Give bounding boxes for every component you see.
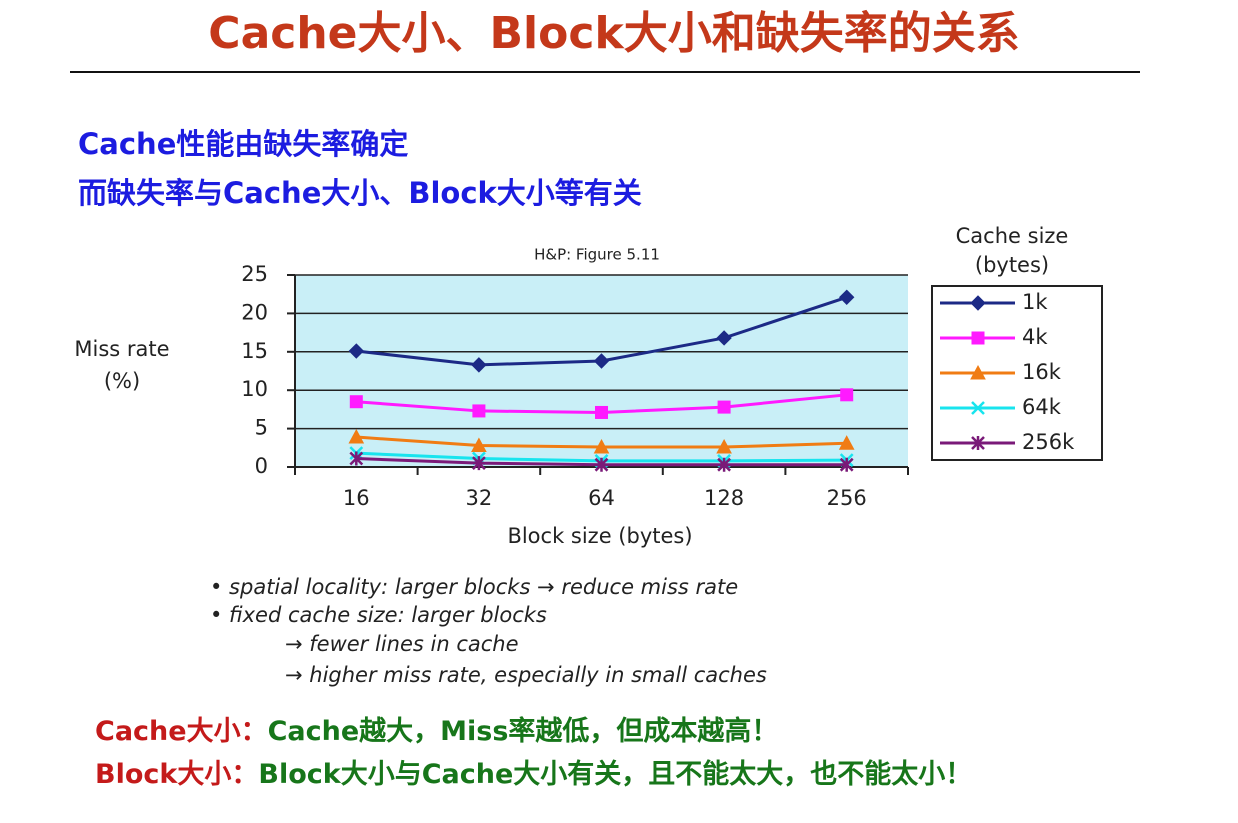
marker: [716, 330, 732, 346]
legend-label: 1k: [1022, 290, 1048, 314]
marker: [348, 428, 365, 444]
legend-marker: [971, 436, 985, 450]
marker: [840, 388, 854, 402]
y-tick-label: 5: [255, 416, 268, 440]
marker: [593, 353, 610, 369]
marker: [594, 457, 609, 472]
y-axis-label: (%): [104, 369, 140, 393]
legend-marker: [971, 331, 985, 345]
legend-title: (bytes): [975, 253, 1049, 277]
marker: [717, 400, 731, 414]
conclusion: Block大小：Block大小与Cache大小有关，且不能太大，也不能太小！: [95, 758, 972, 790]
x-tick-label: 16: [343, 486, 370, 510]
marker: [838, 435, 855, 450]
x-tick-label: 256: [827, 486, 867, 510]
legend-title: Cache size: [956, 224, 1069, 248]
marker: [716, 438, 732, 454]
note: → higher miss rate, especially in small …: [285, 663, 767, 687]
legend-label: 64k: [1022, 395, 1062, 419]
legend-marker: [970, 295, 986, 311]
marker: [839, 457, 854, 472]
marker: [472, 456, 486, 471]
marker: [349, 451, 364, 466]
intro-line: 而缺失率与Cache大小、Block大小等有关: [78, 176, 642, 210]
x-tick-label: 64: [588, 486, 615, 510]
marker: [838, 289, 855, 305]
conclusion-label: Cache大小：: [95, 716, 268, 747]
legend-label: 256k: [1022, 430, 1075, 454]
chart-title: H&P: Figure 5.11: [534, 246, 660, 264]
y-tick-label: 10: [241, 377, 268, 401]
marker: [472, 404, 486, 418]
marker: [348, 343, 365, 359]
legend-marker: [971, 401, 985, 415]
marker: [471, 437, 487, 452]
x-axis-label: Block size (bytes): [507, 524, 692, 548]
intro-line: Cache性能由缺失率确定: [78, 127, 408, 161]
note: • spatial locality: larger blocks → redu…: [210, 575, 738, 599]
x-tick-label: 128: [704, 486, 744, 510]
marker: [349, 395, 363, 409]
conclusion: Cache大小：Cache越大，Miss率越低，但成本越高！: [95, 715, 778, 747]
y-tick-label: 20: [241, 300, 268, 324]
plot-area: [295, 275, 908, 467]
y-tick-label: 25: [241, 262, 268, 286]
marker: [471, 357, 487, 373]
y-tick-label: 15: [241, 339, 268, 363]
x-tick-label: 32: [466, 486, 493, 510]
note: • fixed cache size: larger blocks: [210, 603, 547, 627]
conclusion-label: Block大小：: [95, 759, 258, 790]
note: → fewer lines in cache: [285, 632, 519, 656]
y-axis-label: Miss rate: [74, 337, 169, 361]
slide-title: Cache大小、Block大小和缺失率的关系: [208, 8, 1019, 59]
marker: [593, 438, 610, 454]
conclusion-text: Block大小与Cache大小有关，且不能太大，也不能太小！: [258, 758, 972, 790]
conclusion-text: Cache越大，Miss率越低，但成本越高！: [268, 715, 779, 747]
marker: [595, 405, 608, 419]
marker: [717, 457, 731, 472]
legend-label: 16k: [1022, 360, 1062, 384]
y-tick-label: 0: [255, 454, 268, 478]
legend-label: 4k: [1022, 325, 1048, 349]
legend-marker: [970, 364, 986, 380]
